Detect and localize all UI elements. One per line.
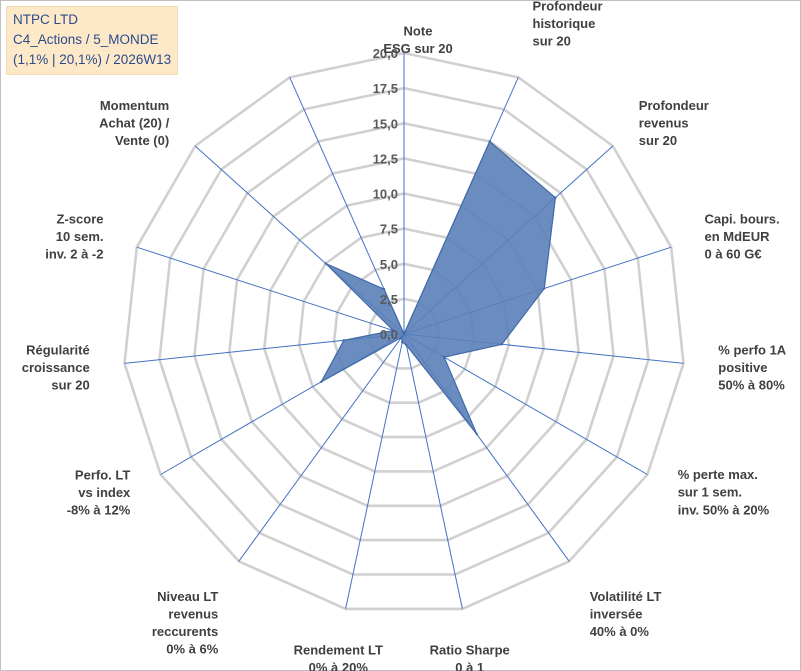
data-point-11	[342, 339, 346, 342]
chart-title-box: NTPC LTD C4_Actions / 5_MONDE (1,1% | 20…	[6, 6, 179, 75]
axis-spoke-8	[345, 333, 405, 610]
axis-label-7-line-0: Ratio Sharpe	[430, 643, 510, 658]
axis-label-5-line-1: sur 1 sem.	[678, 485, 742, 500]
axis-label-5: % perte max. sur 1 sem. inv. 50% à 20%	[678, 467, 770, 517]
axis-label-2-line-2: sur 20	[639, 133, 677, 148]
axis-label-6-line-2: 40% à 0%	[590, 624, 650, 639]
axis-label-11-line-2: sur 20	[51, 377, 89, 392]
axis-label-2-line-1: revenus	[639, 115, 689, 130]
axis-label-0-line-1: ESG sur 20	[383, 41, 452, 56]
data-point-5	[443, 356, 446, 359]
axis-label-7: Ratio Sharpe 0 à 1	[430, 643, 510, 671]
axis-label-1-line-2: sur 20	[533, 33, 571, 48]
axis-label-12-line-2: inv. 2 à -2	[45, 247, 103, 262]
tick-label-3: 7,5	[380, 222, 398, 237]
tick-label-4: 10,0	[373, 187, 398, 202]
axis-label-8-line-1: 0% à 20%	[309, 660, 369, 671]
axis-spoke-9	[238, 333, 405, 562]
axis-label-11-line-1: croissance	[22, 360, 90, 375]
axis-label-9-line-3: 0% à 6%	[166, 642, 218, 657]
axis-label-1: Profondeur historique sur 20	[533, 0, 603, 48]
tick-label-1: 2,5	[380, 292, 398, 307]
axis-label-12: Z-score 10 sem. inv. 2 à -2	[45, 212, 103, 262]
tick-label-7: 17,5	[373, 81, 398, 96]
axis-label-5-line-2: inv. 50% à 20%	[678, 502, 770, 517]
axis-label-10-line-1: vs index	[78, 485, 131, 500]
axis-label-13: Momentum Achat (20) / Vente (0)	[99, 98, 169, 148]
axis-label-10: Perfo. LT vs index -8% à 12%	[67, 467, 131, 517]
data-point-2	[554, 196, 557, 199]
tick-label-0: 0,0	[380, 327, 398, 342]
axis-label-9: Niveau LT revenus reccurents 0% à 6%	[152, 589, 219, 657]
axis-label-9-line-0: Niveau LT	[157, 589, 218, 604]
data-point-12	[392, 329, 395, 332]
axis-label-6: Volatilité LT inversée 40% à 0%	[590, 589, 662, 639]
grid-ring-6	[193, 121, 615, 542]
axis-label-13-line-0: Momentum	[100, 98, 169, 113]
portfolio-category: C4_Actions / 5_MONDE	[13, 32, 159, 47]
axis-label-0-line-0: Note	[404, 24, 433, 39]
axis-label-7-line-1: 0 à 1	[455, 660, 484, 671]
axis-label-4-line-0: % perfo 1A	[718, 342, 787, 357]
performance-range-week: (1,1% | 20,1%) / 2026W13	[13, 52, 172, 67]
axis-label-5-line-0: % perte max.	[678, 467, 758, 482]
grid-ring-8	[123, 51, 685, 611]
axis-label-12-line-0: Z-score	[57, 212, 104, 227]
axis-label-13-line-1: Achat (20) /	[99, 115, 169, 130]
grid-ring-5	[227, 157, 581, 508]
axis-label-3-line-0: Capi. bours.	[705, 212, 780, 227]
data-point-6	[475, 432, 478, 436]
axis-label-2: Profondeur revenus sur 20	[639, 98, 709, 148]
grid-ring-7	[158, 86, 650, 576]
data-point-9	[400, 336, 403, 339]
axis-label-3: Capi. bours. en MdEUR 0 à 60 G€	[705, 212, 780, 262]
axis-label-10-line-2: -8% à 12%	[67, 502, 131, 517]
axis-label-13-line-2: Vente (0)	[115, 133, 169, 148]
axis-label-6-line-0: Volatilité LT	[590, 589, 662, 604]
company-name: NTPC LTD	[13, 12, 79, 27]
data-point-10	[320, 380, 323, 383]
tick-label-6: 15,0	[373, 116, 398, 131]
tick-label-2: 5,0	[380, 257, 398, 272]
data-point-13	[324, 262, 327, 265]
axis-label-4-line-2: 50% à 80%	[718, 377, 785, 392]
data-point-1	[488, 140, 491, 143]
axis-label-1-line-0: Profondeur	[533, 0, 603, 13]
tick-label-8: 20,0	[373, 46, 398, 61]
data-point-3	[543, 287, 546, 290]
data-series-area	[319, 140, 557, 435]
axis-label-12-line-1: 10 sem.	[56, 229, 104, 244]
axis-label-6-line-1: inversée	[590, 607, 643, 622]
axis-label-9-line-1: revenus	[168, 607, 218, 622]
axis-label-2-line-0: Profondeur	[639, 98, 709, 113]
axis-label-9-line-2: reccurents	[152, 624, 218, 639]
axis-label-11: Régularité croissance sur 20	[22, 342, 90, 392]
axis-label-4: % perfo 1A positive 50% à 80%	[718, 342, 787, 392]
axis-label-0: Note ESG sur 20	[383, 24, 452, 57]
data-point-14	[382, 287, 386, 291]
axis-label-1-line-1: historique	[533, 16, 596, 31]
axis-label-8-line-0: Rendement LT	[294, 643, 383, 658]
axis-label-3-line-1: en MdEUR	[705, 229, 771, 244]
data-point-7	[405, 343, 408, 347]
tick-label-5: 12,5	[373, 151, 398, 166]
data-point-4	[500, 343, 503, 346]
axis-spoke-7	[403, 333, 463, 610]
axis-label-10-line-0: Perfo. LT	[75, 467, 130, 482]
axis-label-4-line-1: positive	[718, 360, 767, 375]
data-point-8	[401, 341, 404, 344]
data-point-0	[402, 332, 406, 336]
axis-label-3-line-2: 0 à 60 G€	[705, 247, 762, 262]
axis-label-11-line-0: Régularité	[26, 342, 90, 357]
axis-spoke-12	[136, 246, 405, 335]
axis-label-8: Rendement LT 0% à 20%	[294, 643, 383, 671]
